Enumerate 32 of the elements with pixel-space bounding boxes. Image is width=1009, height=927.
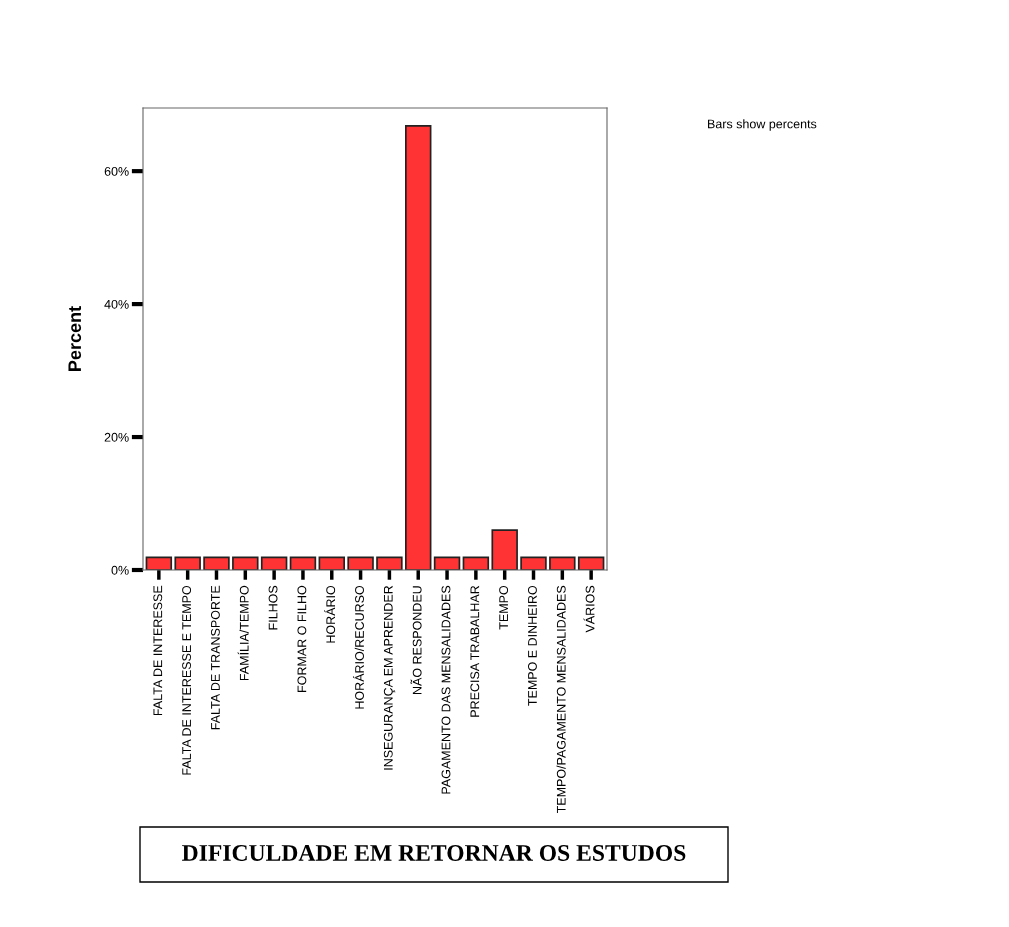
bar	[491, 529, 518, 570]
y-tick-label: 60%	[104, 166, 129, 176]
x-tick-label: NÃO RESPONDEU	[410, 586, 422, 694]
x-tick-label: TEMPO E DINHEIRO	[528, 585, 537, 706]
bar	[232, 556, 259, 570]
bar	[203, 556, 230, 570]
x-tick-label: FILHOS	[268, 585, 278, 630]
x-tick-label: FALTA DE INTERESSE	[153, 585, 163, 716]
y-tick-label: 20%	[104, 432, 129, 442]
x-tick-label: HORÁRIO/RECURSO	[352, 585, 364, 709]
x-tick-label: VÁRIOS	[583, 585, 595, 633]
bar	[347, 556, 374, 570]
bar	[174, 556, 201, 570]
bar	[376, 556, 403, 570]
x-tick-label: TEMPO/PAGAMENTO MENSALIDADES	[556, 585, 566, 814]
x-tick-label: FALTA DE TRANSPORTE	[210, 585, 220, 730]
text: DIFICULDADE EM RETORNAR OS ESTUDOS	[182, 845, 686, 861]
x-tick-label: PRECISA TRABALHAR	[470, 585, 480, 717]
bar	[549, 556, 576, 570]
y-tick-label: 0%	[111, 565, 129, 575]
x-tick-label: FORMAR O FILHO	[297, 585, 307, 692]
x-tick-label: TEMPO	[499, 585, 509, 630]
x-tick-label: PAGAMENTO DAS MENSALIDADES	[441, 585, 451, 794]
x-tick-label: FAMÍLIA/TEMPO	[237, 585, 249, 681]
text: Bars show percents	[708, 119, 817, 131]
x-tick-label: HORÁRIO	[324, 585, 336, 643]
bar	[520, 556, 547, 570]
y-axis-title: Percent	[68, 306, 82, 371]
x-tick-label: INSEGURANÇA EM APRENDER	[383, 585, 396, 770]
x-tick-label: FALTA DE INTERESSE E TEMPO	[182, 585, 192, 775]
y-tick-label: 40%	[104, 299, 129, 309]
bar	[405, 125, 432, 570]
